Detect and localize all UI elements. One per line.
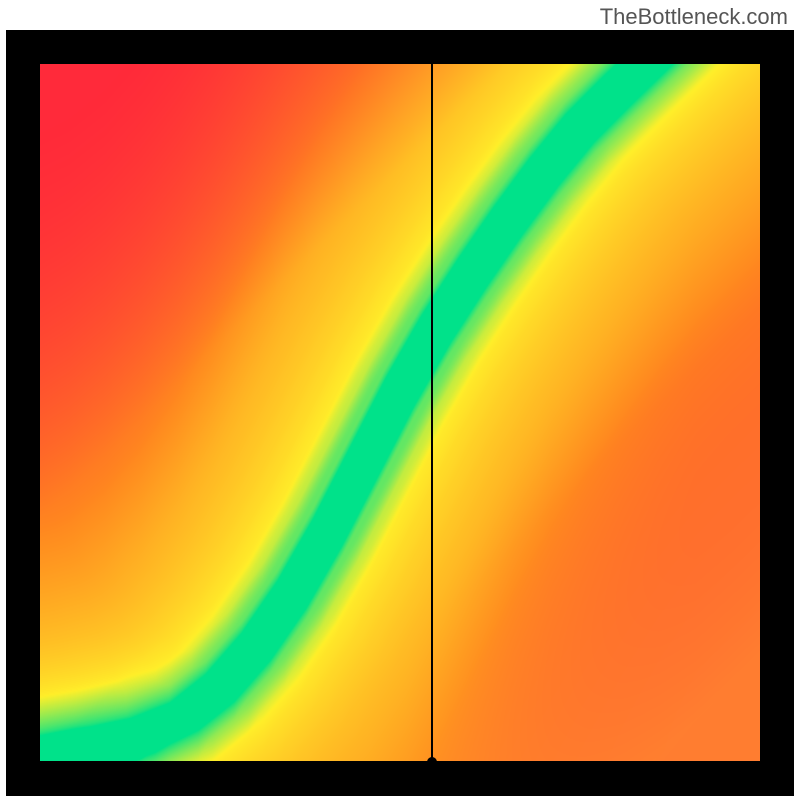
plot-area: [40, 64, 760, 762]
watermark-text: TheBottleneck.com: [600, 4, 788, 30]
crosshair-vertical: [431, 64, 433, 762]
crosshair-horizontal: [40, 761, 760, 763]
chart-container: TheBottleneck.com: [0, 0, 800, 800]
heatmap-canvas: [40, 64, 760, 762]
